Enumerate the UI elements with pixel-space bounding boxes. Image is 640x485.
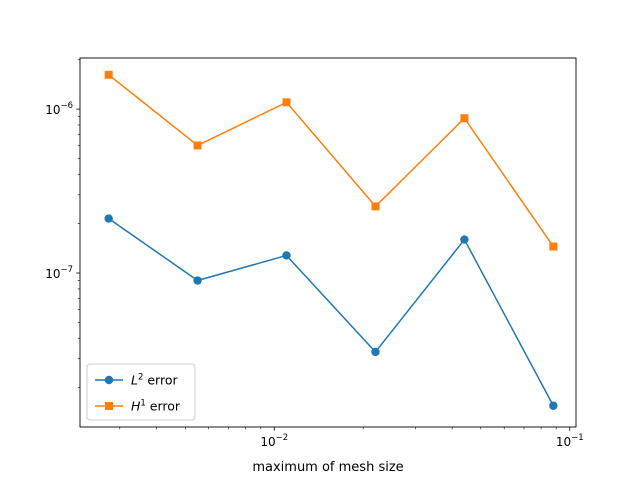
data-point-1-1 (104, 214, 113, 223)
axes-frame (79, 57, 577, 428)
data-point-2-4 (371, 202, 380, 211)
series-line-2 (108, 74, 554, 247)
x-axis-label: maximum of mesh size (252, 460, 403, 475)
data-point-1-2 (193, 276, 202, 285)
ticks-layer: 10−2 10−1 10−7 10−6 (45, 59, 584, 449)
data-point-2-2 (193, 141, 202, 150)
legend-marker-square (105, 402, 113, 410)
x-tick-label: 10−2 (260, 433, 288, 449)
legend-label-2: H1 error (131, 399, 181, 414)
legend-label-1: L2 error (131, 373, 178, 388)
y-tick-label: 10−7 (45, 265, 73, 281)
data-point-2-1 (104, 70, 113, 79)
legend-marker-circle (104, 375, 114, 385)
data-point-1-5 (460, 235, 469, 244)
data-point-1-6 (549, 401, 558, 410)
data-point-2-6 (549, 242, 558, 251)
data-point-2-5 (460, 114, 469, 123)
data-point-1-3 (282, 251, 291, 260)
data-point-2-3 (282, 98, 291, 107)
series-layer (104, 70, 558, 410)
series-line-1 (108, 217, 555, 407)
data-point-1-4 (371, 347, 380, 357)
y-tick-label: 10−6 (45, 101, 73, 117)
x-tick-label: 10−1 (556, 433, 584, 449)
legend: L2 error H1 error (86, 363, 196, 421)
